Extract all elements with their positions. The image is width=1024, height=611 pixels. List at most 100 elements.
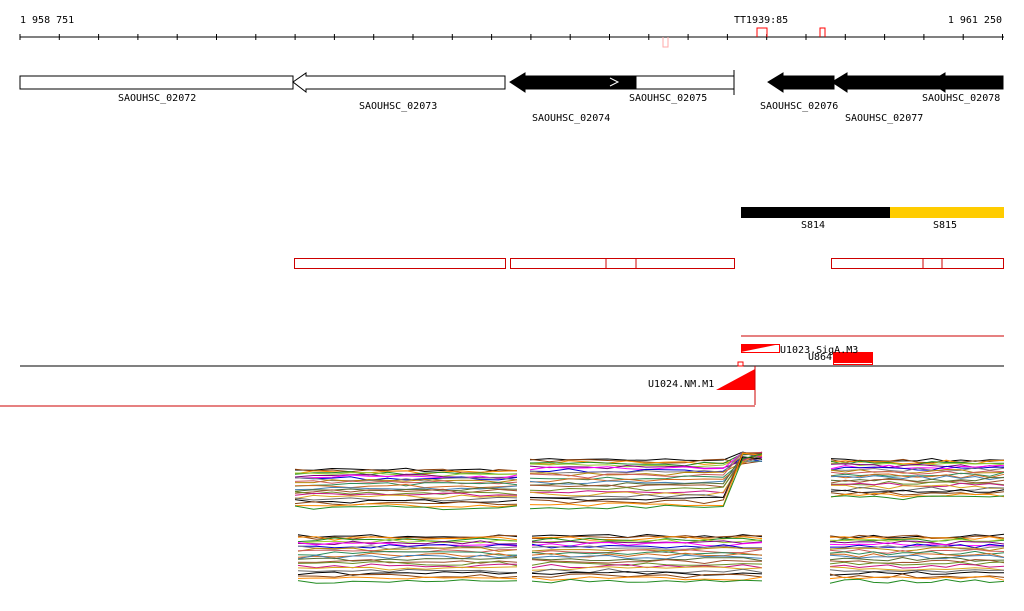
expression-trace: [829, 571, 1004, 576]
gene-arrow[interactable]: [831, 72, 943, 93]
expression-trace: [529, 453, 763, 487]
expression-trace: [531, 551, 763, 556]
gene-arrow[interactable]: [767, 72, 835, 93]
expression-trace: [829, 546, 1005, 552]
expression-trace: [529, 451, 763, 477]
expression-trace: [829, 558, 1005, 564]
expression-trace: [297, 559, 518, 564]
expression-trace: [294, 467, 518, 473]
expression-trace: [830, 492, 1005, 498]
expression-trace: [829, 554, 1005, 560]
expression-trace: [531, 578, 763, 584]
expression-trace: [529, 456, 763, 473]
ruler-blip: [662, 37, 669, 48]
feature-block-u864[interactable]: [833, 353, 872, 363]
feature-box: [833, 352, 873, 365]
expression-trace: [531, 568, 763, 574]
gene-arrow[interactable]: [292, 72, 506, 94]
expression-trace: [297, 537, 518, 543]
gene-label: SAOUHSC_02077: [845, 113, 923, 124]
expression-trace: [297, 557, 518, 562]
expression-trace: [830, 495, 1005, 501]
expression-trace: [294, 472, 518, 477]
expression-trace: [829, 542, 1005, 547]
segment-bar-s814[interactable]: [741, 207, 890, 218]
gene-arrow[interactable]: [635, 75, 735, 90]
transcript-box[interactable]: [294, 258, 506, 269]
expression-trace: [294, 477, 518, 482]
expression-trace: [294, 481, 518, 487]
gene-arrow[interactable]: [929, 72, 1004, 93]
expression-trace: [830, 458, 1005, 464]
expression-trace: [829, 534, 1005, 540]
ruler-start-label: 1 958 751: [20, 15, 74, 26]
expression-trace: [529, 460, 762, 485]
transcript-outline-track: [294, 258, 1004, 269]
expression-trace: [830, 470, 1005, 475]
expression-trace: [294, 491, 518, 496]
expression-trace: [294, 476, 518, 481]
transcript-box[interactable]: [831, 258, 1004, 269]
gene-label: SAOUHSC_02073: [359, 101, 437, 112]
feature-track: U1023.SigA.M3 U864 U1024.NM.M1: [0, 335, 1004, 407]
expression-trace: [294, 505, 518, 511]
expression-panel: [294, 467, 518, 511]
expression-trace: [529, 451, 763, 494]
expression-trace: [294, 494, 518, 500]
expression-trace: [829, 563, 1005, 569]
expression-trace: [295, 478, 518, 484]
segment-bar-s815[interactable]: [890, 207, 1004, 218]
expression-trace: [829, 550, 1005, 556]
expression-trace: [295, 503, 518, 508]
expression-trace: [297, 579, 518, 584]
expression-trace: [830, 475, 1005, 481]
expression-trace: [829, 569, 1005, 573]
ruler-ticks: [19, 34, 1003, 40]
expression-trace: [297, 568, 518, 574]
expression-trace: [531, 536, 763, 542]
expression-trace: [531, 559, 763, 565]
gene-arrow[interactable]: [19, 75, 294, 90]
feature-label: U1024.NM.M1: [648, 379, 714, 390]
feature-triangle[interactable]: [741, 344, 780, 352]
expression-trace: [529, 455, 763, 483]
gene-label: SAOUHSC_02075: [629, 93, 707, 104]
expression-trace: [294, 470, 518, 475]
expression-trace: [531, 561, 763, 567]
expression-panel: [830, 457, 1005, 501]
expression-trace: [531, 543, 763, 549]
expression-trace: [297, 540, 518, 546]
expression-trace: [829, 578, 1005, 584]
gene-label: SAOUHSC_02078: [922, 93, 1000, 104]
expression-panel: [531, 533, 763, 584]
expression-trace: [297, 561, 518, 567]
expression-trace: [531, 566, 763, 571]
expression-trace: [531, 540, 763, 544]
feature-label: U1023.SigA.M3: [780, 345, 858, 356]
expression-trace: [829, 533, 1005, 539]
expression-trace: [529, 453, 763, 467]
expression-trace: [529, 453, 763, 510]
expression-trace: [297, 536, 518, 541]
gene-label: SAOUHSC_02076: [760, 101, 838, 112]
feature-box: [737, 361, 744, 367]
expression-trace: [829, 536, 1005, 540]
transcript-box[interactable]: [510, 258, 735, 269]
expression-trace: [830, 465, 1005, 471]
expression-trace: [531, 554, 763, 560]
expression-trace: [829, 540, 1005, 546]
expression-trace: [297, 552, 518, 558]
expression-panel: [297, 534, 518, 584]
expression-trace: [830, 468, 1005, 474]
expression-trace: [294, 488, 518, 494]
feature-triangle[interactable]: [716, 369, 755, 390]
expression-trace: [297, 571, 518, 576]
expression-profiles: [294, 451, 1005, 584]
ruler-blip: [819, 27, 826, 37]
expression-trace: [829, 538, 1005, 544]
expression-trace: [297, 563, 517, 569]
expression-trace: [531, 573, 763, 579]
expression-trace: [297, 545, 518, 550]
expression-trace: [531, 545, 763, 550]
